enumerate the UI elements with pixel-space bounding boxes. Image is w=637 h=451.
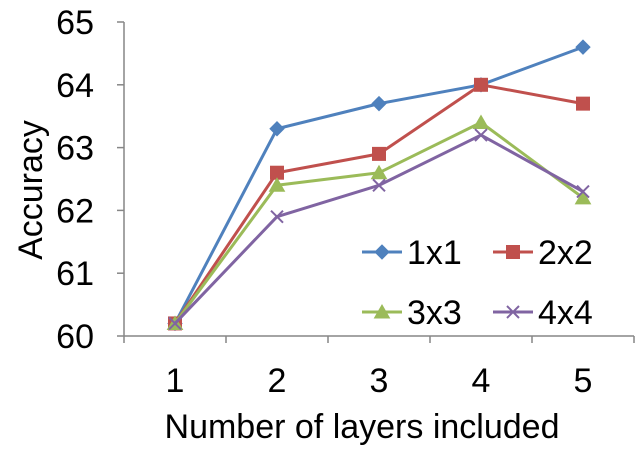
x-tick-label: 2 — [268, 362, 287, 400]
data-point — [268, 177, 286, 192]
data-point — [574, 189, 592, 205]
series-line — [173, 133, 584, 325]
y-axis-title: Accuracy — [12, 120, 50, 260]
data-point — [472, 114, 490, 129]
data-point — [269, 121, 285, 137]
data-point — [372, 146, 386, 161]
data-point — [371, 95, 387, 112]
legend-item: 3x3 — [362, 294, 462, 332]
series-group — [166, 39, 592, 332]
data-point — [270, 209, 284, 224]
y-tick-label: 64 — [56, 67, 94, 105]
data-point — [576, 96, 590, 111]
y-ticks: 60 61 62 63 64 65 — [56, 4, 124, 356]
data-point — [474, 128, 488, 142]
x-tick-label: 3 — [370, 362, 389, 400]
x-ticks: 1 2 3 4 5 — [123, 336, 635, 400]
y-tick-label: 63 — [56, 130, 94, 168]
series-4x4 — [168, 128, 590, 331]
legend-marker — [506, 305, 520, 319]
legend-label: 3x3 — [407, 294, 462, 332]
legend-label: 2x2 — [538, 234, 593, 272]
data-point — [372, 178, 386, 192]
legend-item: 4x4 — [493, 294, 593, 332]
legend-item: 2x2 — [493, 234, 593, 272]
y-tick-label: 62 — [56, 192, 94, 230]
legend-item: 1x1 — [362, 234, 462, 272]
legend-marker — [373, 303, 391, 319]
x-tick-label: 5 — [574, 362, 593, 400]
y-tick-label: 65 — [56, 4, 94, 42]
legend: 1x1 2x2 3x3 4x4 — [362, 234, 593, 332]
x-tick-label: 1 — [166, 362, 185, 400]
x-tick-label: 4 — [472, 362, 491, 400]
data-point — [474, 77, 488, 92]
data-point — [270, 165, 284, 180]
series-2x2 — [168, 77, 590, 331]
x-axis-title: Number of layers included — [165, 408, 560, 446]
data-point — [168, 316, 182, 331]
y-tick-label: 60 — [56, 318, 94, 356]
axes — [123, 22, 634, 337]
legend-marker — [374, 244, 390, 260]
legend-marker — [506, 245, 520, 259]
y-tick-label: 61 — [56, 255, 94, 293]
data-point — [576, 184, 590, 199]
data-point — [370, 164, 388, 180]
legend-label: 4x4 — [538, 294, 593, 332]
legend-label: 1x1 — [407, 234, 462, 272]
data-point — [575, 39, 591, 55]
